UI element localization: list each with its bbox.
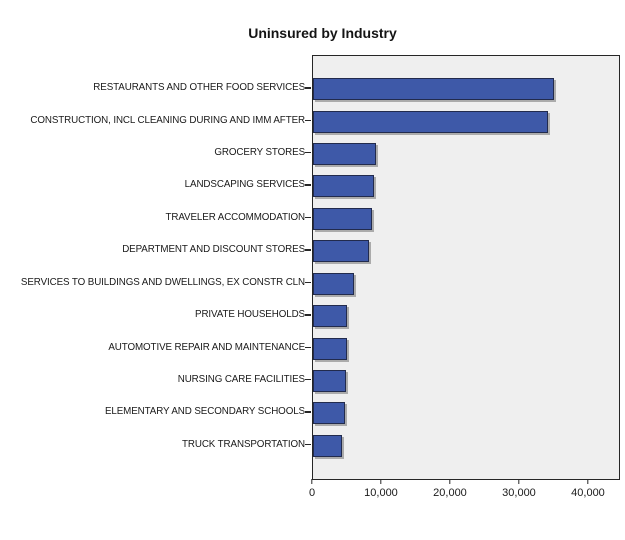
bar <box>313 143 377 166</box>
x-tick-label: 20,000 <box>433 487 467 499</box>
y-tick-mark <box>305 281 311 284</box>
x-tick-label: 40,000 <box>571 487 605 499</box>
x-tick-label: 30,000 <box>502 487 536 499</box>
category-label: LANDSCAPING SERVICES <box>184 179 305 191</box>
category-label: CONSTRUCTION, INCL CLEANING DURING AND I… <box>30 114 305 126</box>
category-label: NURSING CARE FACILITIES <box>177 373 305 385</box>
x-tick-label: 0 <box>308 487 316 499</box>
y-tick-mark <box>305 119 311 122</box>
category-label: RESTAURANTS AND OTHER FOOD SERVICES <box>93 82 305 94</box>
bar <box>313 240 369 263</box>
chart-title: Uninsured by Industry <box>248 25 397 41</box>
bar <box>313 272 354 295</box>
category-label: TRAVELER ACCOMMODATION <box>165 211 305 223</box>
bar <box>313 78 555 101</box>
bar <box>313 110 548 133</box>
bar <box>313 434 342 457</box>
x-tick-mark <box>311 479 313 484</box>
y-tick-mark <box>305 346 311 348</box>
category-label: GROCERY STORES <box>214 147 305 159</box>
bar <box>313 175 374 198</box>
x-tick-mark <box>380 479 382 484</box>
y-tick-mark <box>305 249 311 251</box>
y-tick-mark <box>305 152 311 154</box>
bar <box>313 369 347 392</box>
bar <box>313 305 348 328</box>
x-tick-mark <box>449 479 451 484</box>
category-label: TRUCK TRANSPORTATION <box>181 438 305 450</box>
y-tick-mark <box>305 184 311 186</box>
category-label: ELEMENTARY AND SECONDARY SCHOOLS <box>104 406 305 418</box>
y-tick-mark <box>305 378 311 381</box>
bar <box>313 207 372 230</box>
x-tick-mark <box>518 479 520 484</box>
category-label: SERVICES TO BUILDINGS AND DWELLINGS, EX … <box>20 276 305 288</box>
bar <box>313 402 345 425</box>
x-tick-mark <box>587 479 589 484</box>
y-tick-mark <box>305 216 311 219</box>
y-tick-mark <box>305 411 311 413</box>
category-label: AUTOMOTIVE REPAIR AND MAINTENANCE <box>108 341 305 353</box>
category-label: DEPARTMENT AND DISCOUNT STORES <box>122 244 305 256</box>
plot-area <box>312 55 620 480</box>
x-tick-label: 10,000 <box>364 487 398 499</box>
category-label: PRIVATE HOUSEHOLDS <box>195 309 305 321</box>
bar <box>313 337 348 360</box>
category-axis: RESTAURANTS AND OTHER FOOD SERVICES CONST… <box>0 55 312 478</box>
y-tick-mark <box>305 87 311 89</box>
y-tick-mark <box>305 443 311 446</box>
y-tick-mark <box>305 314 311 316</box>
x-axis: 0 10,000 20,000 30,000 40,000 <box>308 479 618 509</box>
